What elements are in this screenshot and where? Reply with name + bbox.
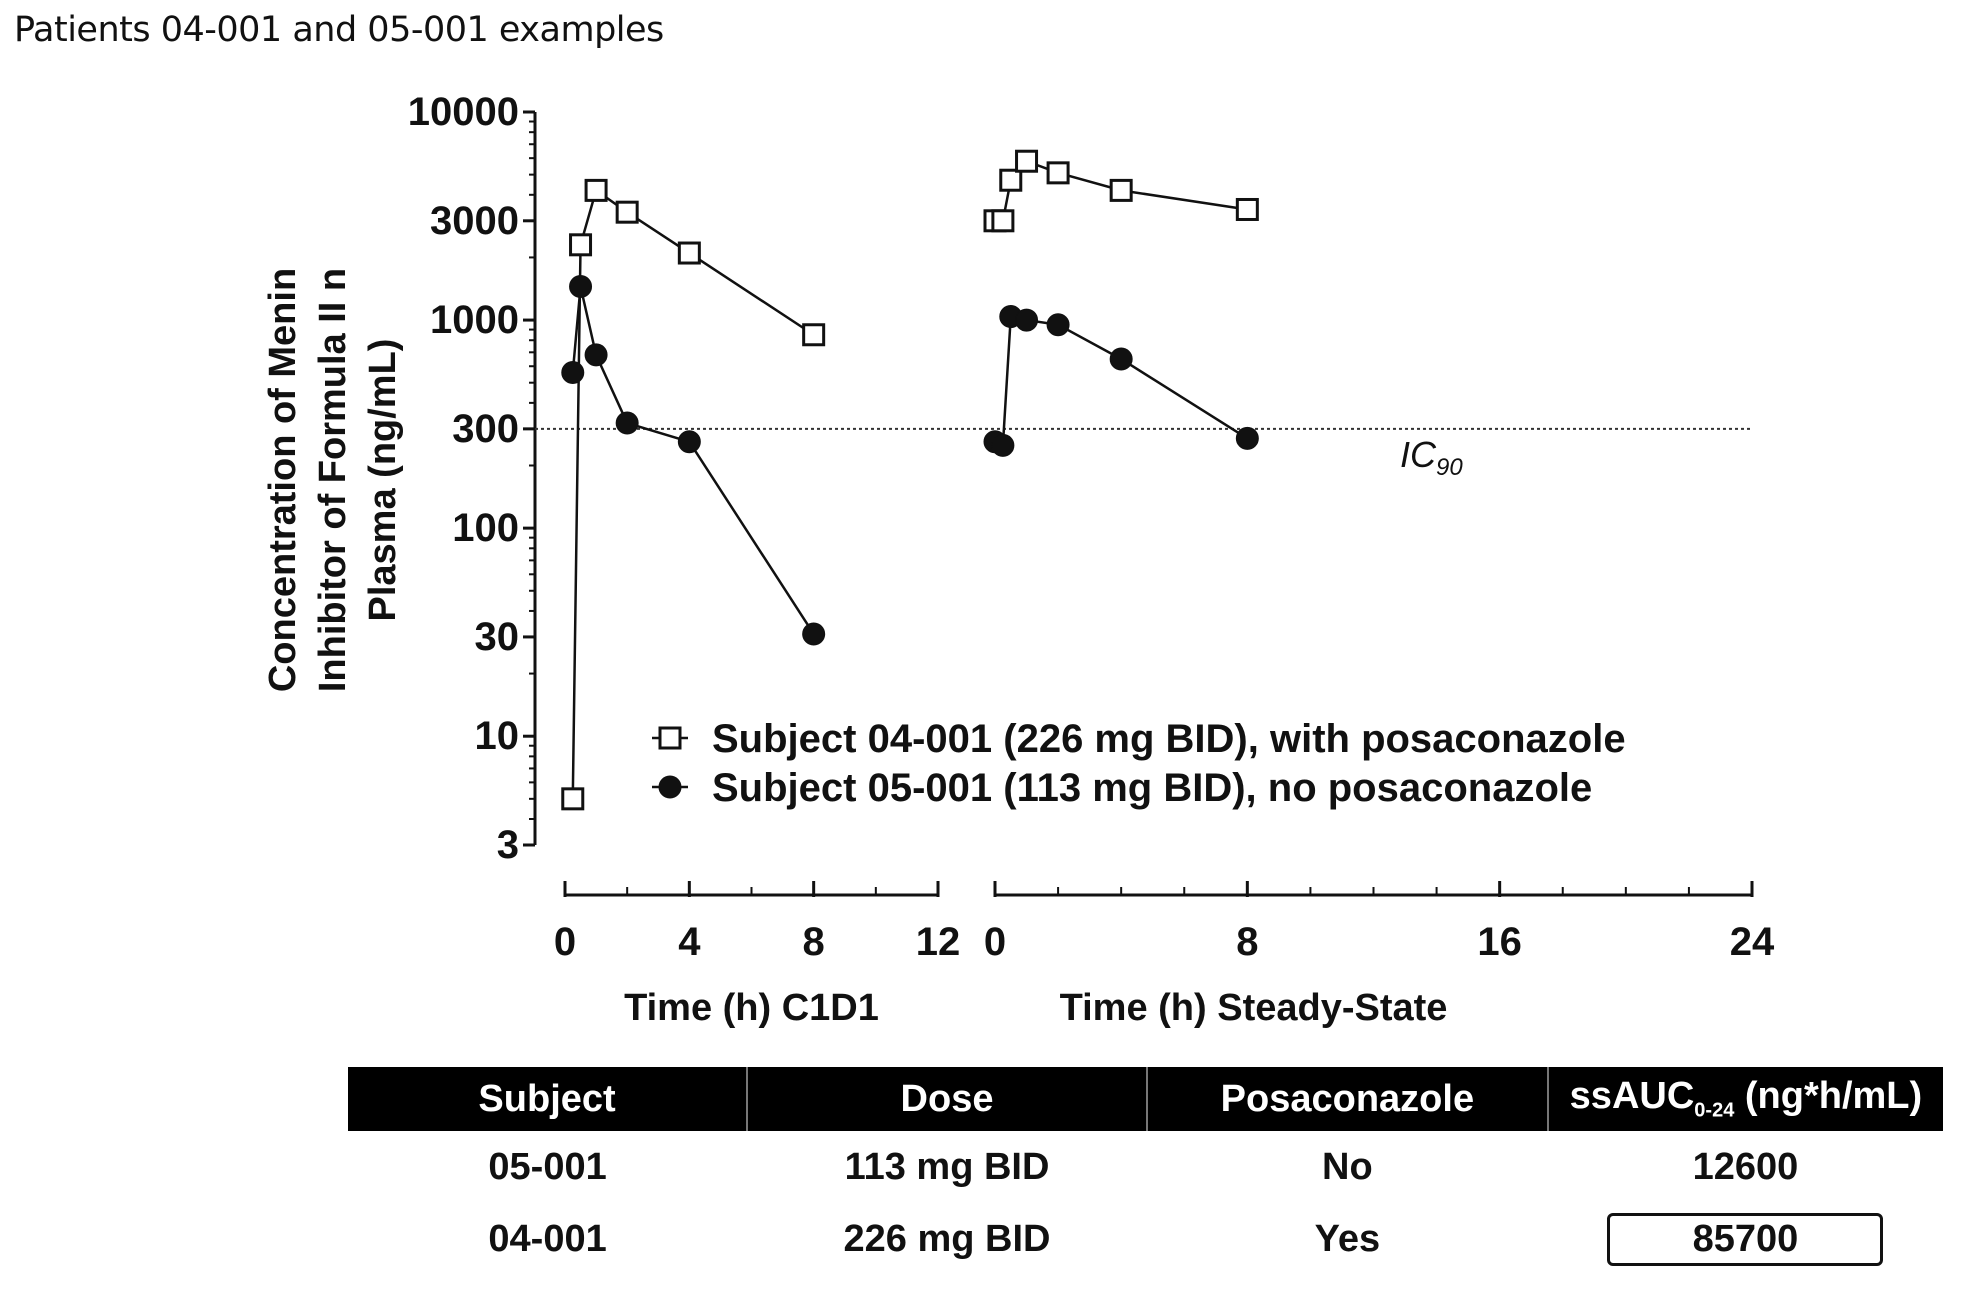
table-header-row: Subject Dose Posaconazole ssAUC0-24 (ng*… xyxy=(348,1067,1943,1131)
series-1-c1d1-line xyxy=(571,286,815,635)
y-tick-label: 100 xyxy=(452,506,519,550)
series-1-steady_state-point xyxy=(1109,347,1133,371)
x-tick-label: 24 xyxy=(1730,920,1775,964)
y-tick-label: 10 xyxy=(475,714,520,758)
series-1-c1d1-point xyxy=(802,622,826,646)
series-1-steady_state-point xyxy=(1015,308,1039,332)
y-axis-title-line: Concentration of Menin xyxy=(262,268,304,692)
series-0-steady_state-point xyxy=(1235,197,1259,221)
series-1-c1d1-point xyxy=(615,411,639,435)
series-0-c1d1-point xyxy=(677,241,701,265)
header-dose: Dose xyxy=(747,1067,1148,1131)
table-row: 05-001 113 mg BID No 12600 xyxy=(348,1131,1943,1203)
series-0-steady_state-point xyxy=(999,168,1023,192)
cell-ssauc: 12600 xyxy=(1692,1145,1799,1188)
y-tick-label: 30 xyxy=(475,615,520,659)
series-0-steady_state-point xyxy=(1015,149,1039,173)
header-subject: Subject xyxy=(348,1067,749,1131)
legend-marker xyxy=(658,726,682,750)
series-0-steady_state-point xyxy=(1109,178,1133,202)
series-1-steady_state-point xyxy=(1235,426,1259,450)
series-0-c1d1-point xyxy=(615,200,639,224)
series-1-steady_state-line xyxy=(994,314,1248,448)
y-axis-title-line: Inhibitor of Formula II n xyxy=(312,268,354,692)
table-row: 04-001 226 mg BID Yes 85700 xyxy=(348,1203,1943,1275)
series-0-c1d1-point xyxy=(802,323,826,347)
header-posaconazole: Posaconazole xyxy=(1146,1067,1549,1131)
pk-chart: 3 10 30 100 300 1000 3000 10000 Concentration of… xyxy=(262,90,1775,1029)
ic90-label: IC90 xyxy=(1400,434,1463,481)
page-title: Patients 04-001 and 05-001 examples xyxy=(14,10,664,50)
x-tick-label: 12 xyxy=(916,920,961,964)
highlighted-auc-value: 85700 xyxy=(1607,1212,1884,1266)
legend-marker xyxy=(658,775,682,799)
series-0-steady_state-point xyxy=(1046,161,1070,185)
header-ssauc-unit: (ng*h/mL) xyxy=(1734,1075,1923,1118)
cell-subject: 05-001 xyxy=(488,1145,607,1188)
series-0-c1d1-point xyxy=(569,233,593,257)
legend-entry: Subject 04-001 (226 mg BID), with posaco… xyxy=(712,717,1626,761)
series-1-c1d1-point xyxy=(561,360,585,384)
legend-entry: Subject 05-001 (113 mg BID), no posacona… xyxy=(712,766,1592,810)
y-tick-label: 3000 xyxy=(430,199,519,243)
cell-posaconazole: No xyxy=(1322,1145,1373,1188)
series-0-c1d1-line xyxy=(571,188,815,799)
x-tick-label: 16 xyxy=(1477,920,1522,964)
header-ssauc: ssAUC0-24 (ng*h/mL) xyxy=(1547,1067,1943,1131)
header-ssauc-sub: 0-24 xyxy=(1694,1099,1735,1122)
series-1-c1d1-point xyxy=(569,274,593,298)
series-1-steady_state-point xyxy=(1046,313,1070,337)
x-axis-title: Time (h) C1D1 xyxy=(624,987,879,1029)
series-0-c1d1-point xyxy=(561,787,585,811)
x-axis-title: Time (h) Steady-State xyxy=(1060,987,1448,1029)
cell-posaconazole: Yes xyxy=(1314,1217,1381,1260)
y-axis-title-line: Plasma (ng/mL) xyxy=(362,339,404,622)
ic90-label-subscript: 90 xyxy=(1436,454,1463,481)
x-tick-label: 4 xyxy=(678,920,701,964)
cell-dose: 226 mg BID xyxy=(843,1217,1051,1260)
x-tick-label: 0 xyxy=(554,920,576,964)
cell-subject: 04-001 xyxy=(488,1217,607,1260)
y-tick-label: 300 xyxy=(452,407,519,451)
series-1-c1d1-point xyxy=(584,343,608,367)
series-0-c1d1-point xyxy=(584,178,608,202)
y-tick-label: 3 xyxy=(497,823,519,867)
series-0-steady_state-point xyxy=(991,209,1015,233)
cell-dose: 113 mg BID xyxy=(844,1145,1050,1188)
x-tick-label: 8 xyxy=(1236,920,1258,964)
series-1-c1d1-point xyxy=(677,430,701,454)
x-tick-label: 8 xyxy=(803,920,825,964)
y-tick-label: 10000 xyxy=(408,90,519,134)
auc-table: Subject Dose Posaconazole ssAUC0-24 (ng*… xyxy=(348,1067,1943,1275)
y-tick-label: 1000 xyxy=(430,298,519,342)
x-tick-label: 0 xyxy=(984,920,1006,964)
header-ssauc-main: ssAUC xyxy=(1569,1075,1695,1118)
cell-ssauc: 85700 xyxy=(1548,1203,1943,1275)
series-1-steady_state-point xyxy=(991,433,1015,457)
